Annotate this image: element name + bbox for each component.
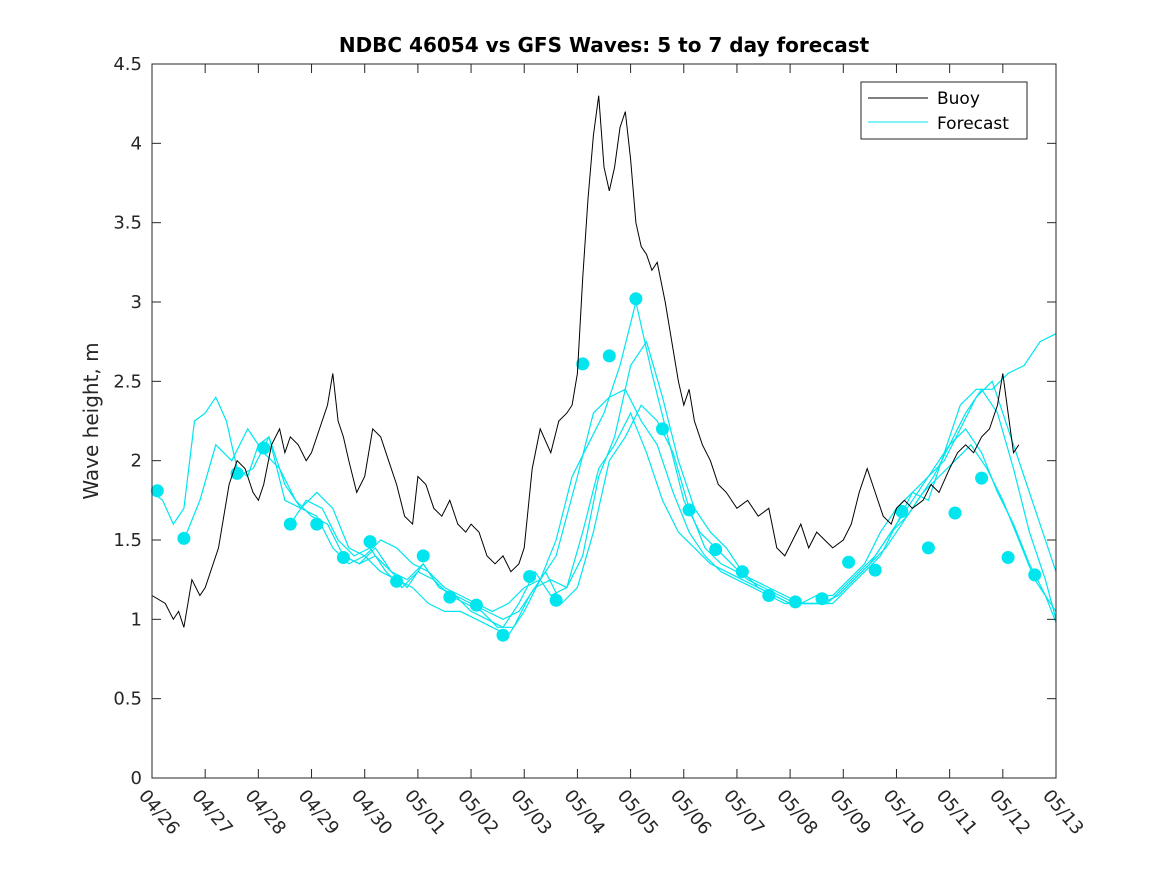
forecast-marker [443, 590, 457, 604]
forecast-marker [682, 503, 696, 517]
legend-buoy-label: Buoy [937, 89, 980, 109]
forecast-marker [868, 563, 882, 577]
forecast-marker [336, 551, 350, 564]
chart-title: NDBC 46054 vs GFS Waves: 5 to 7 day fore… [339, 33, 870, 57]
y-tick-label: 4 [131, 133, 142, 154]
forecast-marker [257, 441, 271, 455]
forecast-marker [788, 595, 802, 609]
forecast-marker [416, 549, 430, 563]
forecast-marker [709, 543, 723, 556]
forecast-marker [150, 484, 164, 498]
buoy-line [151, 95, 1020, 628]
forecast-marker [815, 592, 829, 606]
plot-frame [151, 63, 1057, 779]
forecast-marker [310, 517, 324, 531]
forecast-marker [177, 531, 191, 545]
forecast-marker [283, 517, 297, 531]
forecast-run-line-4 [343, 411, 1057, 623]
forecast-marker [921, 541, 935, 555]
y-tick-label: 4.5 [113, 54, 142, 75]
forecast-marker [390, 574, 404, 588]
y-tick-label: 0.5 [113, 689, 142, 710]
y-tick-label: 1.5 [113, 530, 142, 551]
plot-area [152, 64, 1056, 778]
forecast-marker [975, 471, 989, 485]
y-axis-label: Wave height, m [79, 342, 103, 499]
forecast-marker [948, 506, 962, 520]
forecast-marker [469, 598, 483, 612]
forecast-run-line-2 [236, 301, 1057, 636]
forecast-marker [496, 628, 510, 642]
forecast-marker [1028, 568, 1042, 582]
y-tick-label: 1 [131, 609, 142, 630]
y-tick-label: 3 [131, 292, 142, 313]
y-tick-label: 0 [131, 768, 142, 789]
forecast-marker [629, 292, 643, 306]
y-tick-label: 2 [131, 451, 142, 472]
legend: Buoy Forecast [860, 81, 1028, 140]
y-tick-label: 2.5 [113, 371, 142, 392]
forecast-marker [363, 535, 377, 549]
forecast-marker [1001, 551, 1015, 564]
legend-forecast-label: Forecast [937, 114, 1009, 134]
forecast-marker [895, 504, 909, 518]
forecast-marker [576, 357, 590, 371]
forecast-marker [842, 555, 856, 569]
y-axis-ticks: 0 0.5 1 1.5 2 2.5 3 3.5 4 4.5 [113, 54, 1056, 789]
forecast-marker [656, 422, 669, 436]
y-tick-label: 3.5 [113, 213, 142, 234]
forecast-marker [762, 589, 776, 602]
buoy-series [151, 95, 1020, 628]
legend-box [860, 81, 1028, 140]
forecast-marker [735, 565, 749, 579]
forecast-markers [150, 292, 1042, 642]
forecast-marker [602, 349, 616, 363]
forecast-marker [523, 570, 537, 583]
forecast-marker [549, 593, 563, 607]
